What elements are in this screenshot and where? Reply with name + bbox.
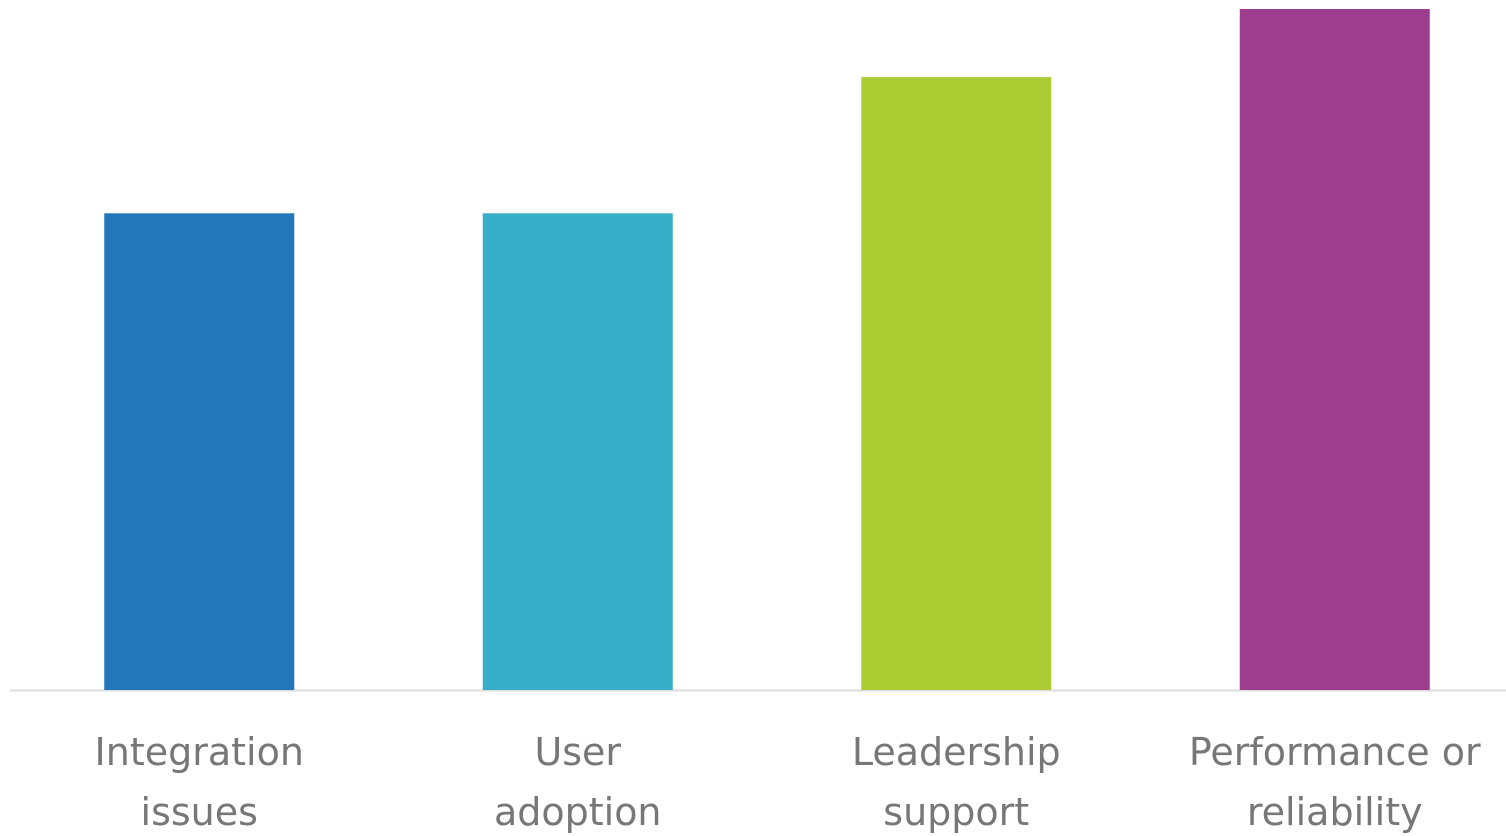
bar xyxy=(1239,9,1430,690)
x-tick-label: Integration issues xyxy=(94,730,304,834)
x-tick-label: Performance or reliability xyxy=(1188,730,1481,834)
bar xyxy=(104,213,295,691)
bar xyxy=(482,213,673,691)
x-tick-label: Leadership support xyxy=(851,730,1061,834)
x-tick-label: User adoption xyxy=(493,730,662,834)
bar xyxy=(861,77,1052,691)
